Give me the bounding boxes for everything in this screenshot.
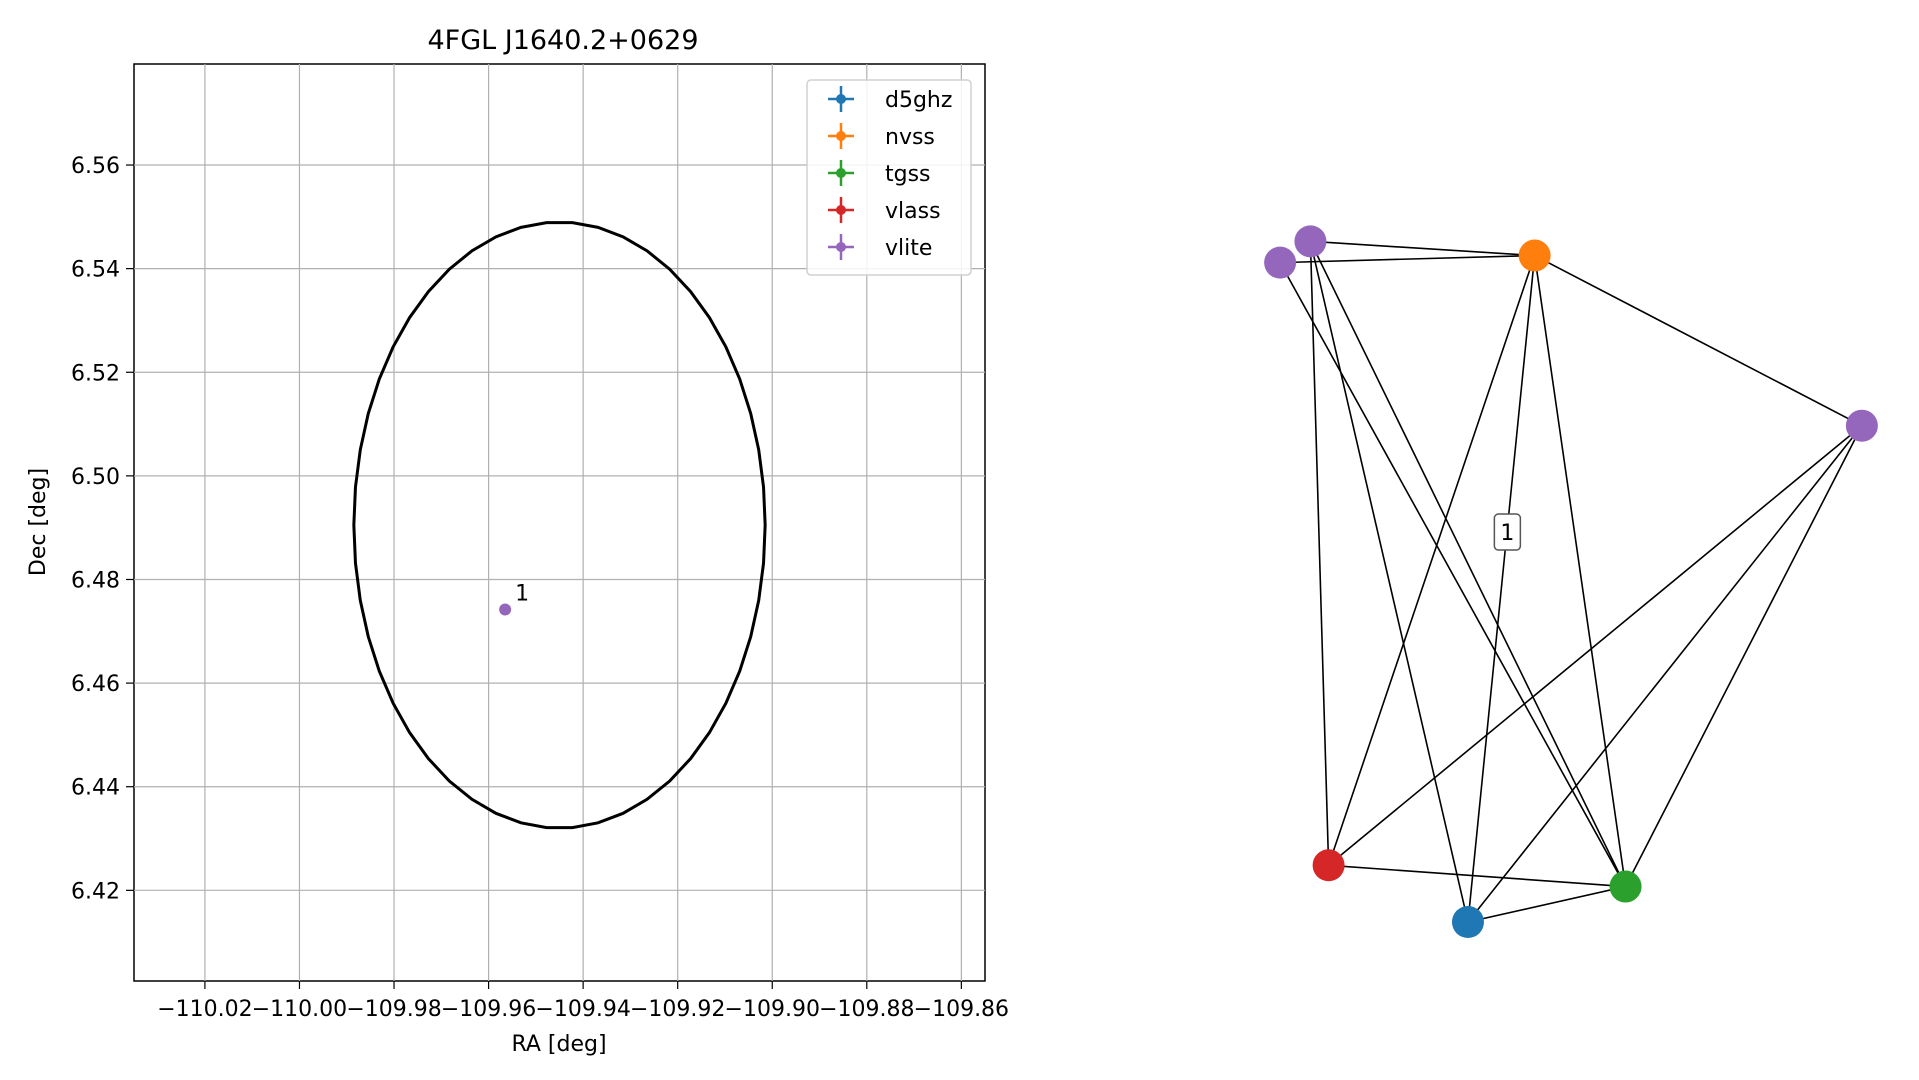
network-node bbox=[1264, 246, 1297, 279]
legend-marker-dot bbox=[836, 168, 846, 178]
legend: d5ghz nvss tgss vlass vlite bbox=[806, 79, 972, 276]
y-tick-label: 6.48 bbox=[71, 568, 120, 593]
y-tick-label: 6.42 bbox=[71, 879, 120, 904]
network-node bbox=[1451, 906, 1484, 938]
plot-area-frame bbox=[133, 63, 986, 982]
network-node bbox=[1518, 239, 1551, 272]
y-tick-label: 6.46 bbox=[71, 672, 120, 697]
x-tick-label: −109.92 bbox=[630, 997, 725, 1022]
network-edge bbox=[1533, 255, 1627, 887]
x-tick-label: −109.90 bbox=[725, 997, 820, 1022]
legend-marker-dot bbox=[836, 205, 846, 215]
network-nodes bbox=[1264, 225, 1878, 938]
x-tick-label: −109.96 bbox=[441, 997, 536, 1022]
network-edge bbox=[1280, 254, 1535, 264]
network-node bbox=[1609, 870, 1642, 903]
network-edge bbox=[1310, 240, 1535, 257]
network-edge bbox=[1328, 425, 1863, 866]
legend-label: vlass bbox=[885, 199, 941, 224]
legend-marker-dot bbox=[836, 94, 846, 104]
network-edge bbox=[1327, 255, 1536, 866]
axis-ticks: −110.02 −110.00 −109.98 −109.96 −109.94 −109.… bbox=[71, 154, 1009, 1022]
y-axis-label: Dec [deg] bbox=[26, 468, 51, 576]
network-edge bbox=[1279, 262, 1627, 887]
y-tick-label: 6.50 bbox=[71, 465, 120, 490]
group-labels: 1 bbox=[1493, 513, 1522, 551]
x-axis-label: RA [deg] bbox=[511, 1032, 606, 1057]
legend-label: d5ghz bbox=[885, 88, 952, 113]
x-tick-label: −109.86 bbox=[914, 997, 1009, 1022]
legend-label: nvss bbox=[885, 125, 935, 150]
network-edge bbox=[1328, 864, 1626, 888]
chart-title: 4FGL J1640.2+0629 bbox=[427, 25, 698, 56]
network-edge bbox=[1467, 885, 1626, 923]
group-label-box bbox=[1493, 513, 1522, 551]
position-scatter-panel: 4FGL J1640.2+0629 −110.02 −110.00 −109.98−… bbox=[26, 25, 1009, 1057]
network-edge bbox=[1309, 241, 1627, 887]
x-tick-label: −110.02 bbox=[157, 997, 252, 1022]
legend-label: tgss bbox=[885, 162, 931, 187]
y-tick-label: 6.52 bbox=[71, 361, 120, 386]
y-tick-label: 6.54 bbox=[71, 258, 120, 283]
source-points: 1 bbox=[499, 582, 529, 616]
network-edge bbox=[1534, 254, 1863, 427]
y-tick-label: 6.56 bbox=[71, 154, 120, 179]
network-node bbox=[1312, 849, 1345, 882]
legend-label: vlite bbox=[885, 236, 932, 261]
source-point bbox=[499, 603, 512, 616]
network-edge bbox=[1309, 241, 1469, 923]
association-network-panel: 1 bbox=[1264, 225, 1878, 938]
network-edge bbox=[1624, 425, 1863, 887]
network-edge bbox=[1309, 241, 1330, 866]
group-label-text: 1 bbox=[1500, 521, 1514, 546]
y-tick-label: 6.44 bbox=[71, 776, 120, 801]
network-edge bbox=[1467, 425, 1863, 923]
x-tick-label: −109.88 bbox=[819, 997, 914, 1022]
legend-frame bbox=[806, 79, 972, 276]
error-ellipse-layer bbox=[352, 221, 767, 830]
grid-lines bbox=[134, 64, 985, 981]
legend-marker-dot bbox=[836, 131, 846, 141]
point-label: 1 bbox=[515, 582, 529, 607]
legend-marker-dot bbox=[836, 242, 846, 252]
x-tick-label: −110.00 bbox=[252, 997, 347, 1022]
network-edges bbox=[1279, 240, 1863, 923]
network-node bbox=[1294, 225, 1327, 258]
error-ellipse bbox=[352, 221, 767, 830]
network-node bbox=[1845, 409, 1878, 442]
network-edge bbox=[1467, 255, 1536, 923]
x-tick-label: −109.98 bbox=[346, 997, 441, 1022]
x-tick-label: −109.94 bbox=[535, 997, 630, 1022]
